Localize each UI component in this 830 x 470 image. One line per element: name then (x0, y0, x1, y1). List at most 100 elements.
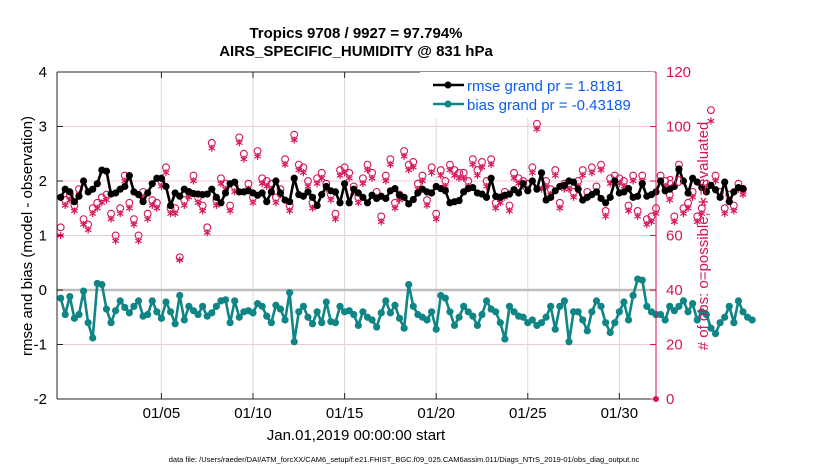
y-axis-label: rmse and bias (model - observation) (19, 116, 36, 356)
obs-evaluated-marker (533, 125, 541, 133)
rmse-point (428, 189, 436, 197)
chart-subtitle: AIRS_SPECIFIC_HUMIDITY @ 831 hPa (219, 43, 493, 60)
bias-point (624, 316, 633, 324)
obs-evaluated-marker (730, 207, 738, 215)
bias-point (638, 276, 646, 284)
bias-point (377, 309, 385, 317)
obs-evaluated-marker (386, 161, 394, 169)
bias-point (592, 297, 601, 305)
rmse-point (304, 188, 312, 196)
obs-evaluated-marker (432, 215, 440, 223)
bias-point (734, 297, 743, 305)
rmse-point (721, 178, 729, 186)
obs-evaluated-marker (327, 196, 335, 204)
rmse-point (405, 200, 413, 208)
rmse-point (75, 192, 83, 200)
x-tick-label: 01/15 (326, 405, 364, 422)
rmse-point (318, 191, 326, 199)
rmse-point (70, 198, 79, 206)
rmse-point (547, 193, 555, 201)
bias-point (643, 302, 651, 310)
rmse-point (638, 180, 646, 188)
obs-evaluated-marker (240, 155, 248, 163)
y-tick-label: 1 (39, 228, 47, 245)
rmse-point (345, 199, 353, 207)
rmse-point (66, 188, 74, 196)
bias-point (395, 314, 404, 322)
obs-evaluated-marker (528, 169, 536, 177)
obs-evaluated-marker (281, 161, 289, 169)
rmse-point (299, 192, 307, 200)
bias-point (423, 316, 431, 324)
obs-evaluated-marker (629, 177, 637, 185)
obs-evaluated-marker (712, 177, 720, 185)
bias-point (565, 338, 573, 346)
bias-point (185, 302, 193, 310)
bias-point (148, 297, 156, 305)
bias-point (75, 310, 83, 319)
rmse-point (212, 193, 220, 201)
obs-evaluated-marker (739, 191, 747, 199)
obs-possible-marker (707, 106, 715, 115)
legend-bias-marker (444, 100, 452, 108)
bias-point (597, 302, 605, 310)
bias-point (711, 330, 720, 338)
grid-layer (57, 72, 656, 399)
bias-point (157, 314, 166, 322)
obs-evaluated-marker (625, 207, 633, 215)
obs-evaluated-marker (102, 196, 110, 204)
rmse-point (221, 189, 230, 197)
obs-evaluated-marker (570, 193, 578, 201)
rmse-point (602, 199, 610, 207)
bias-point (675, 302, 683, 310)
rmse-point (533, 185, 541, 193)
rmse-point (267, 188, 275, 196)
legend-box (420, 72, 654, 118)
obs-evaluated-marker (460, 174, 468, 182)
x-axis-label: Jan.01,2019 00:00:00 start (267, 427, 446, 444)
rmse-point (89, 185, 97, 193)
bias-point (519, 313, 527, 321)
obs-evaluated-marker (634, 212, 642, 220)
y-right-tick-label: 40 (666, 282, 683, 299)
bias-point (460, 302, 468, 310)
x-tick-label: 01/05 (143, 405, 181, 422)
bias-point (707, 324, 715, 332)
obs-evaluated-marker (199, 207, 207, 215)
bias-point (84, 319, 92, 327)
bias-point (716, 319, 724, 327)
obs-evaluated-marker (162, 169, 170, 177)
bias-point (322, 298, 330, 306)
bias-point (208, 309, 216, 317)
obs-evaluated-marker (423, 202, 431, 210)
rmse-point (263, 198, 271, 206)
rmse-point (707, 181, 715, 189)
rmse-point (487, 174, 495, 182)
bias-point (670, 307, 678, 315)
bias-point (400, 324, 408, 332)
rmse-point (286, 198, 294, 206)
obs-evaluated-marker (363, 166, 371, 174)
rmse-point (125, 171, 133, 180)
rmse-layer (57, 165, 747, 210)
obs-evaluated-marker (116, 210, 124, 218)
rmse-point (231, 178, 239, 186)
bias-point (125, 309, 133, 317)
rmse-point (524, 187, 532, 195)
rmse-point (505, 190, 514, 198)
y-tick-label: 2 (39, 173, 47, 190)
obs-evaluated-marker (693, 218, 701, 226)
bias-point (382, 297, 390, 305)
obs-evaluated-marker (208, 144, 216, 152)
obs-evaluated-marker (341, 169, 349, 177)
bias-point (725, 302, 733, 310)
bias-point (286, 289, 294, 297)
rmse-point (144, 189, 152, 197)
obs-evaluated-marker (707, 117, 715, 125)
rmse-point (391, 185, 399, 193)
obs-evaluated-marker (698, 210, 706, 218)
bias-point (336, 302, 344, 310)
bias-point (501, 335, 509, 343)
bias-point (112, 307, 120, 315)
bias-point (79, 287, 88, 295)
